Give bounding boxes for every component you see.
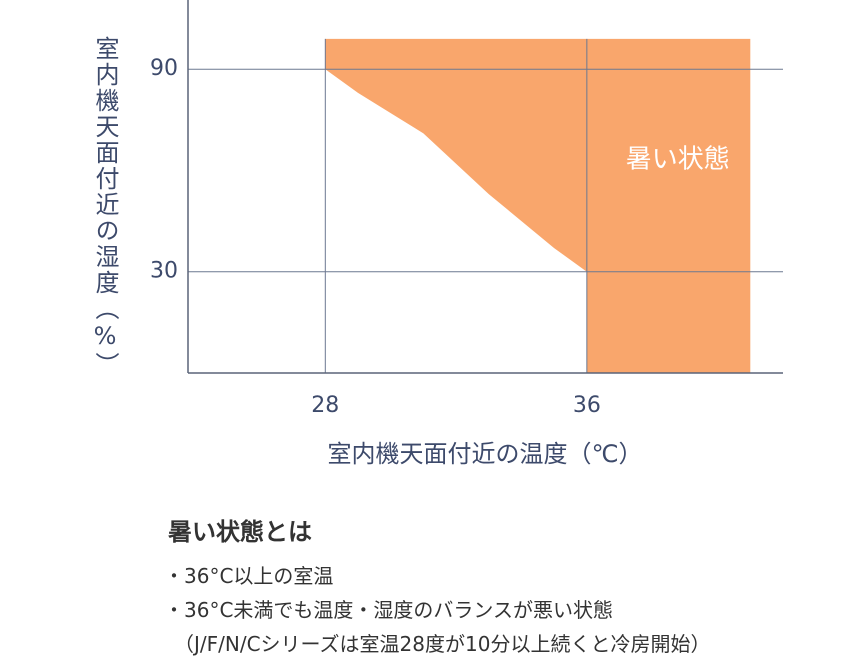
- note-item: ・36°C以上の室温: [164, 564, 334, 588]
- note-item: ・36°C未満でも温度・湿度のバランスが悪い状態: [164, 598, 614, 622]
- area: [325, 38, 751, 374]
- note-footnote: （J/F/N/Cシリーズは室温28度が10分以上続くと冷房開始）: [174, 632, 711, 656]
- y-tick-label: 90: [150, 56, 178, 81]
- y-tick-label: 30: [150, 259, 178, 284]
- x-tick-label: 28: [311, 393, 339, 418]
- y-axis-label: 室内機天面付近の湿度（%）: [91, 36, 119, 378]
- notes-title: 暑い状態とは: [168, 518, 312, 546]
- x-axis-label: 室内機天面付近の温度（℃）: [328, 440, 643, 468]
- chart: 暑い状態 30 90 28 36 室内機天面付近の温度（℃）: [150, 0, 783, 468]
- x-tick-label: 36: [573, 393, 601, 418]
- area-label: 暑い状態: [626, 145, 730, 175]
